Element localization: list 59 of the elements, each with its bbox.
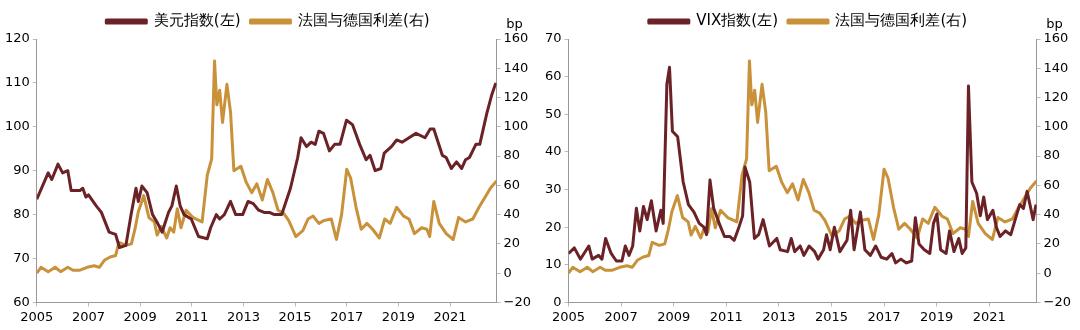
- y2-tick-label: 140: [503, 59, 529, 75]
- y2-tick-label: 160: [503, 30, 529, 46]
- x-tick-label: 2007: [604, 308, 638, 324]
- y2-tick-label: 140: [1043, 59, 1069, 75]
- y-tick-label: 0: [553, 293, 562, 309]
- legend-label: 法国与德国利差(右): [835, 11, 968, 30]
- y2-tick-label: −20: [1043, 293, 1071, 309]
- y2-tick-label: 80: [503, 147, 521, 163]
- x-tick-label: 2009: [657, 308, 691, 324]
- legend-label: 美元指数(左): [153, 11, 241, 30]
- x-tick-label: 2017: [867, 308, 901, 324]
- y-tick-label: 30: [545, 180, 562, 196]
- x-tick-label: 2015: [814, 308, 849, 324]
- x-tick-label: 2013: [762, 308, 796, 324]
- y-tick-label: 20: [545, 218, 562, 234]
- y2-tick-label: −20: [503, 293, 531, 309]
- y2-tick-label: 0: [503, 264, 512, 280]
- y-tick-label: 90: [13, 162, 30, 178]
- y2-tick-label: 100: [1043, 118, 1069, 134]
- y-tick-label: 120: [4, 30, 30, 46]
- x-tick-label: 2021: [972, 308, 1006, 324]
- y-tick-label: 40: [545, 143, 562, 159]
- y-tick-label: 70: [545, 30, 562, 46]
- x-tick-label: 2011: [709, 308, 743, 324]
- y2-axis-title: bp: [506, 15, 523, 31]
- x-tick-label: 2021: [433, 308, 467, 324]
- x-tick-label: 2005: [20, 308, 54, 324]
- y2-tick-label: 80: [1043, 147, 1061, 163]
- y-tick-label: 50: [545, 105, 562, 121]
- x-tick-label: 2017: [330, 308, 364, 324]
- y-tick-label: 60: [13, 293, 30, 309]
- y2-tick-label: 120: [1043, 88, 1069, 104]
- y2-tick-label: 100: [503, 118, 529, 134]
- x-tick-label: 2009: [123, 308, 157, 324]
- y2-tick-label: 0: [1043, 264, 1052, 280]
- y2-tick-label: 20: [503, 235, 521, 251]
- y2-tick-label: 40: [1043, 205, 1061, 221]
- x-tick-label: 2019: [920, 308, 954, 324]
- y2-tick-label: 60: [1043, 176, 1061, 192]
- x-tick-label: 2013: [226, 308, 260, 324]
- y2-axis-title: bp: [1046, 15, 1063, 31]
- x-tick-label: 2007: [71, 308, 106, 324]
- legend-label: 法国与德国利差(右): [298, 11, 430, 30]
- y2-tick-label: 40: [503, 205, 521, 221]
- y2-tick-label: 120: [503, 88, 529, 104]
- y-tick-label: 110: [4, 74, 30, 90]
- y-tick-label: 70: [13, 249, 30, 265]
- x-tick-label: 2019: [381, 308, 415, 324]
- x-tick-label: 2011: [175, 308, 209, 324]
- y2-tick-label: 160: [1043, 30, 1069, 46]
- x-tick-label: 2005: [552, 308, 586, 324]
- y2-tick-label: 20: [1043, 235, 1061, 251]
- y-tick-label: 10: [545, 256, 562, 272]
- y-tick-label: 60: [545, 68, 562, 83]
- y-tick-label: 80: [13, 205, 30, 221]
- y2-tick-label: 60: [503, 176, 521, 192]
- legend-label: VIX指数(左): [696, 11, 778, 30]
- y-tick-label: 100: [4, 118, 30, 134]
- x-tick-label: 2015: [278, 308, 312, 324]
